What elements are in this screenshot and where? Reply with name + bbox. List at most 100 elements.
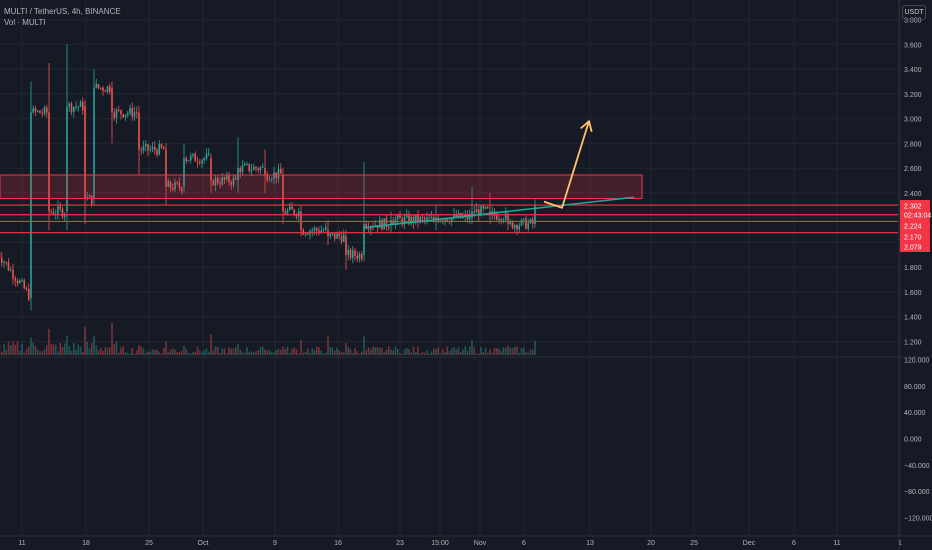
symbol-title[interactable]: MULTI / TetherUS, 4h, BINANCE (4, 7, 121, 16)
candle-body (115, 109, 118, 118)
candle-body (392, 220, 395, 225)
candle-body (345, 236, 347, 255)
volume-bar (426, 349, 428, 355)
volume-bar (34, 346, 37, 355)
volume-bar (259, 346, 262, 355)
volume-bar (448, 351, 451, 355)
candle-body (41, 113, 44, 115)
volume-bar (354, 348, 356, 355)
candle-body (286, 210, 289, 214)
volume-bar (432, 348, 435, 355)
candle-body (239, 168, 242, 173)
candle-body (237, 168, 239, 181)
candle-body (232, 177, 235, 185)
volume-bar (120, 347, 122, 355)
candle-body (99, 87, 102, 89)
volume-bar (531, 349, 534, 355)
candle-body (354, 250, 356, 256)
candle-body (333, 233, 336, 239)
volume-bar (489, 349, 491, 355)
projection-arrow (543, 120, 590, 209)
volume-bar (471, 340, 473, 355)
candle-body (43, 107, 46, 114)
candle-body (363, 223, 365, 255)
candle-body (525, 218, 527, 229)
volume-bar (57, 351, 59, 355)
time-tick-label: Nov (474, 540, 487, 547)
candle-body (264, 168, 266, 175)
candle-body (72, 106, 75, 112)
price-badge (900, 231, 930, 242)
candle-body (5, 262, 8, 264)
currency-badge[interactable]: USDT (902, 5, 926, 20)
volume-bar (374, 347, 377, 355)
volume-bar (300, 340, 302, 355)
volume-bar (509, 347, 512, 355)
candle-body (259, 167, 262, 171)
volume-bar (113, 344, 116, 355)
candle-body (68, 103, 71, 107)
volume-bar (9, 345, 12, 355)
candle-body (423, 217, 426, 220)
time-tick-label: 18 (82, 540, 90, 547)
candle-body (147, 144, 149, 151)
volume-bar (70, 350, 73, 355)
price-tick-label: 3.600 (904, 42, 922, 49)
volume-label[interactable]: Vol · MULTI (4, 18, 46, 27)
volume-bar (185, 349, 188, 355)
volume-bar (14, 344, 17, 355)
volume-bar (437, 347, 440, 355)
volume-bar (351, 352, 354, 355)
price-tick-label: 3.200 (904, 92, 922, 99)
volume-bar (176, 352, 179, 355)
candle-body (219, 183, 221, 185)
volume-bar (124, 352, 127, 355)
volume-bar (347, 347, 350, 355)
candle-body (84, 106, 86, 200)
candle-body (144, 144, 147, 147)
volume-bar (18, 350, 21, 355)
price-badge-label: 2.224 (904, 224, 922, 231)
volume-bar (324, 353, 327, 355)
volume-bar (12, 341, 14, 355)
candle-body (385, 218, 388, 227)
drawings (0, 120, 898, 234)
volume-bar (511, 348, 514, 355)
volume-bar (180, 351, 183, 355)
candle-body (120, 110, 122, 115)
candle-body (511, 220, 514, 229)
volume-bar (284, 348, 287, 355)
candle-body (122, 114, 125, 118)
candle-body (403, 217, 406, 225)
volume-bar (192, 352, 194, 355)
volume-bar (228, 347, 230, 355)
volume-bar (81, 352, 84, 355)
candle-body (32, 108, 35, 113)
candle-body (315, 228, 318, 231)
volume-bar (529, 349, 532, 355)
trendline (363, 196, 635, 229)
candle-body (396, 215, 399, 220)
candle-body (90, 195, 93, 204)
volume-bar (43, 349, 46, 355)
candle-body (36, 110, 39, 112)
volume-bar (475, 353, 478, 355)
price-tick-label: 1.600 (904, 290, 922, 297)
volume-bar (151, 349, 154, 355)
candle-body (277, 168, 280, 179)
candle-body (444, 219, 446, 222)
volume-bar (360, 351, 363, 355)
volume-bar (405, 347, 408, 355)
volume-bar (331, 347, 334, 355)
price-tick-label: 1.400 (904, 315, 922, 322)
volume-bar (30, 337, 32, 355)
candle-body (205, 153, 208, 159)
volume-bar (232, 348, 235, 355)
candle-body (450, 217, 453, 223)
candle-body (104, 90, 107, 92)
candle-body (520, 219, 523, 226)
volume-bar (473, 347, 476, 355)
volume-bar (54, 344, 57, 355)
candle-body (162, 147, 165, 150)
